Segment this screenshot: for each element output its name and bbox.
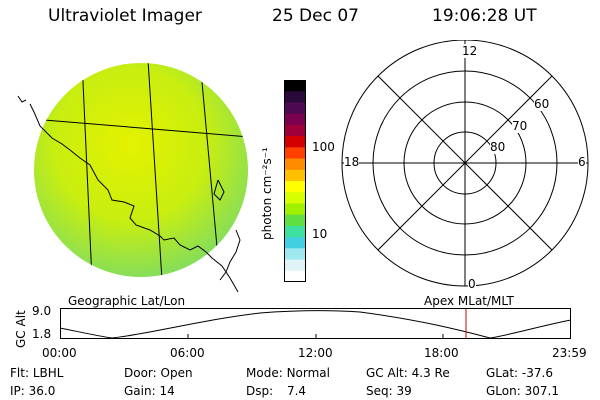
dsp-info: Dsp: 7.4 <box>246 384 306 398</box>
mode-info: Mode: Normal <box>246 366 330 380</box>
ip-value: 36.0 <box>28 384 56 398</box>
mlat-label-60: 60 <box>534 97 550 111</box>
door-value: Open <box>160 366 193 380</box>
earth-disk <box>34 63 248 277</box>
gc-alt-label: GC Alt: <box>366 366 408 380</box>
glon-value: 307.1 <box>524 384 559 398</box>
meridian-line <box>147 63 163 277</box>
mlt-label-12: 12 <box>462 44 478 58</box>
colorbar-band <box>284 225 306 238</box>
altitude-tick-max: 9.0 <box>32 304 52 318</box>
colorbar-band <box>284 113 306 126</box>
ip-label: IP: <box>10 384 25 398</box>
colorbar-band <box>284 102 306 115</box>
mlt-label-18: 18 <box>344 155 360 169</box>
apex-label: Apex MLat/MLT <box>424 294 514 308</box>
colorbar-unit-label: photon cm⁻²s⁻¹ <box>260 147 274 240</box>
polar-grid <box>341 40 589 287</box>
time-tick-0000: 00:00 <box>42 346 77 360</box>
filter-label: Flt: <box>10 366 29 380</box>
altitude-plot <box>60 308 572 339</box>
instrument-title: Ultraviolet Imager <box>48 6 202 26</box>
filter-value: LBHL <box>32 366 64 380</box>
door-label: Door: <box>124 366 157 380</box>
coastline <box>17 95 241 293</box>
gain-value: 14 <box>159 384 175 398</box>
meridian-line <box>81 63 93 277</box>
colorbar-band <box>284 181 306 193</box>
glon-label: GLon: <box>486 384 521 398</box>
seq-info: Seq: 39 <box>366 384 412 398</box>
geographic-image <box>17 63 248 293</box>
dsp-label: Dsp: <box>246 384 274 398</box>
glat-value: -37.6 <box>521 366 553 380</box>
glat-label: GLat: <box>486 366 519 380</box>
colorbar-band <box>284 248 306 261</box>
gc-alt-info: GC Alt: 4.3 Re <box>366 366 450 380</box>
mode-label: Mode: <box>246 366 283 380</box>
colorbar-tick-100: 100 <box>312 140 335 154</box>
colorbar-band <box>284 147 306 160</box>
gain-label: Gain: <box>124 384 156 398</box>
time-tick-1800: 18:00 <box>424 346 459 360</box>
seq-value: 39 <box>396 384 412 398</box>
filter-info: Flt: LBHL <box>10 366 63 380</box>
ip-info: IP: 36.0 <box>10 384 55 398</box>
colorbar-tick-10: 10 <box>312 227 328 241</box>
gc-alt-value: 4.3 Re <box>411 366 450 380</box>
geographic-label: Geographic Lat/Lon <box>68 294 186 308</box>
glon-info: GLon: 307.1 <box>486 384 559 398</box>
colorbar-band <box>284 203 306 216</box>
colorbar-band <box>284 259 306 272</box>
time-tick-1200: 12:00 <box>298 346 333 360</box>
meridian-line <box>199 63 221 277</box>
dsp-value: 7.4 <box>286 384 307 398</box>
colorbar-band <box>284 91 306 104</box>
mode-value: Normal <box>286 366 330 380</box>
glat-info: GLat: -37.6 <box>486 366 553 380</box>
colorbar-band <box>284 158 306 171</box>
time-tick-0600: 06:00 <box>170 346 205 360</box>
colorbar-band <box>284 192 306 205</box>
mlt-label-6: 6 <box>578 155 586 169</box>
seq-label: Seq: <box>366 384 393 398</box>
latitude-line <box>34 117 248 138</box>
door-info: Door: Open <box>124 366 193 380</box>
altitude-tick-min: 1.8 <box>32 327 52 341</box>
colorbar-band <box>284 136 306 148</box>
altitude-axis-label: GC Alt <box>14 310 28 348</box>
time-tick-2359: 23:59 <box>552 346 587 360</box>
colorbar-band <box>284 169 306 182</box>
colorbar-band <box>284 270 306 282</box>
colorbar <box>284 80 306 282</box>
gain-info: Gain: 14 <box>124 384 175 398</box>
colorbar-band <box>284 124 306 137</box>
mlt-label-0: 0 <box>468 277 476 291</box>
colorbar-band <box>284 237 306 249</box>
colorbar-band <box>284 80 306 92</box>
mlat-label-80: 80 <box>490 140 506 154</box>
mlat-label-70: 70 <box>512 119 528 133</box>
colorbar-band <box>284 214 306 227</box>
image-date: 25 Dec 07 <box>272 6 359 26</box>
altitude-curve <box>60 310 572 339</box>
image-time: 19:06:28 UT <box>432 6 537 26</box>
